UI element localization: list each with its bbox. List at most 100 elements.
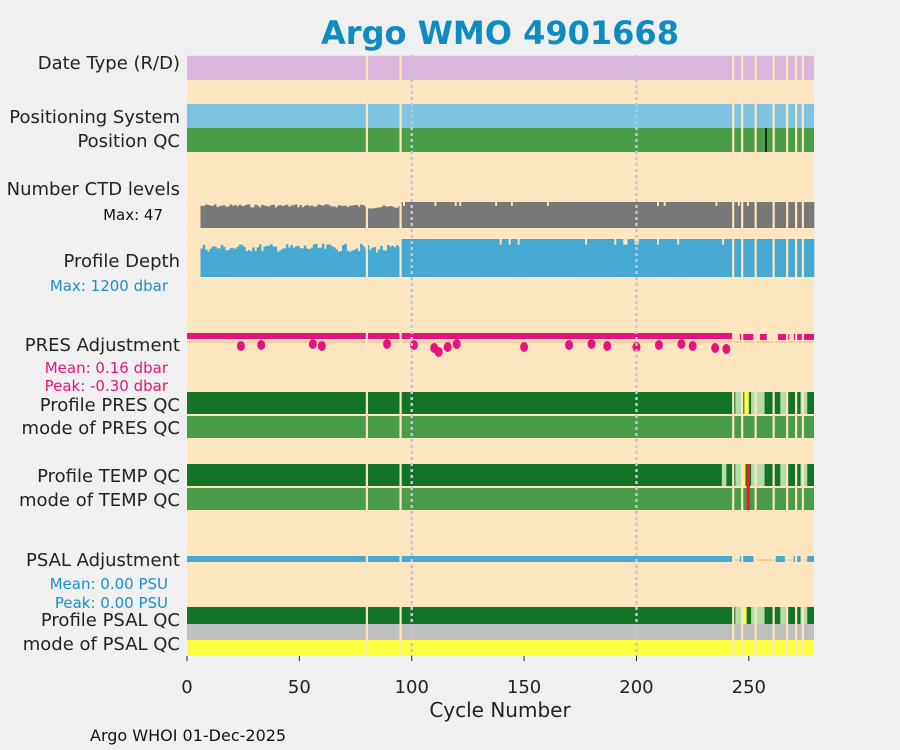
ctd-levels-bar: [283, 205, 287, 228]
profile-depth-bar: [598, 239, 601, 277]
ctd-levels-bar: [672, 202, 675, 228]
ctd-levels-bar: [382, 205, 386, 228]
pres-adjustment-mark: [520, 342, 529, 352]
ctd-levels-bar: [764, 202, 768, 228]
ctd-levels-bar: [227, 206, 230, 228]
profile-depth-bar: [811, 239, 815, 277]
ctd-levels-bar: [708, 202, 711, 228]
ctd-levels-bar: [452, 202, 455, 228]
ctd-levels-bar: [384, 206, 388, 228]
profile-depth-bar: [488, 239, 491, 277]
profile-depth-bar: [744, 239, 747, 277]
ctd-levels-bar: [658, 202, 662, 228]
ctd-levels-bar: [360, 204, 363, 228]
label-psal-adjustment: PSAL Adjustment: [26, 550, 180, 571]
ctd-levels-bar: [688, 202, 691, 228]
psal-adjustment-band: [739, 556, 754, 562]
ctd-levels-bar: [542, 202, 545, 228]
gap-line: [741, 55, 744, 656]
ctd-levels-bar: [674, 202, 678, 228]
profile-depth-bar: [274, 246, 278, 277]
ctd-levels-bar: [634, 202, 637, 228]
profile-psal-qc-flag: [780, 607, 788, 624]
ctd-levels-bar: [301, 207, 305, 228]
profile-depth-bar: [319, 247, 323, 277]
profile-depth-bar: [591, 239, 595, 277]
ctd-levels-bar: [735, 202, 738, 228]
profile-depth-bar: [553, 239, 556, 277]
ctd-levels-bar: [506, 202, 509, 228]
profile-depth-bar: [456, 239, 460, 277]
ctd-levels-bar: [728, 202, 732, 228]
profile-depth-bar: [524, 239, 527, 277]
profile-depth-bar: [411, 239, 415, 277]
label-pres-adjustment: PRES Adjustment: [25, 335, 180, 356]
ctd-levels-bar: [292, 205, 296, 228]
profile-depth-bar: [283, 248, 287, 277]
ctd-levels-bar: [544, 202, 547, 228]
ctd-levels-bar: [573, 202, 577, 228]
profile-depth-bar: [497, 239, 500, 277]
profile-depth-bar: [276, 251, 280, 277]
ctd-levels-bar: [416, 202, 419, 228]
profile-depth-bar: [490, 239, 493, 277]
ctd-levels-bar: [490, 202, 493, 228]
ctd-levels-bar: [744, 202, 747, 228]
ctd-levels-bar: [375, 207, 379, 228]
ctd-levels-bar: [640, 202, 644, 228]
pres-adjustment-mark: [632, 342, 641, 352]
profile-depth-bar: [580, 239, 583, 277]
ctd-levels-bar: [613, 202, 617, 228]
profile-depth-bar: [737, 239, 741, 277]
ctd-levels-bar: [409, 202, 413, 228]
ctd-levels-bar: [272, 204, 275, 228]
profile-depth-bar: [782, 239, 786, 277]
ctd-levels-bar: [207, 205, 210, 228]
profile-depth-bar: [216, 248, 219, 277]
gap-line: [365, 55, 368, 656]
psal-adjustment-band: [187, 556, 734, 562]
profile-depth-bar: [285, 244, 289, 277]
profile-depth-bar: [571, 239, 574, 277]
profile-depth-bar: [474, 239, 478, 277]
profile-temp-qc-flag: [721, 464, 727, 486]
profile-depth-bar: [369, 249, 372, 277]
profile-depth-bar: [207, 251, 210, 277]
ctd-levels-bar: [521, 202, 525, 228]
date-type-bar: [187, 56, 814, 80]
profile-depth-bar: [658, 239, 662, 277]
ctd-levels-bar: [618, 202, 622, 228]
ctd-levels-bar: [438, 202, 442, 228]
ctd-levels-bar: [357, 206, 361, 228]
ctd-levels-bar: [418, 202, 422, 228]
ctd-levels-bar: [443, 202, 446, 228]
ctd-levels-bar: [643, 202, 646, 228]
profile-depth-bar: [715, 239, 718, 277]
ctd-levels-bar: [607, 202, 610, 228]
profile-depth-bar: [625, 244, 628, 277]
ctd-levels-bar: [791, 202, 795, 228]
profile-depth-bar: [402, 239, 406, 277]
profile-depth-bar: [337, 251, 341, 277]
ctd-levels-bar: [685, 202, 689, 228]
ctd-levels-bar: [229, 204, 233, 228]
profile-depth-bar: [353, 249, 356, 277]
profile-depth-bar: [578, 239, 581, 277]
ctd-levels-bar: [425, 202, 428, 228]
profile-depth-bar: [769, 239, 772, 277]
profile-depth-bar: [400, 239, 404, 277]
profile-depth-bar: [200, 248, 204, 277]
profile-depth-bar: [378, 249, 381, 277]
x-tick-label: 150: [507, 677, 541, 698]
profile-depth-bar: [573, 239, 577, 277]
profile-depth-bar: [427, 239, 431, 277]
profile-depth-bar: [674, 239, 678, 277]
profile-depth-bar: [476, 239, 480, 277]
ctd-levels-bar: [344, 205, 347, 228]
ctd-levels-bar: [775, 202, 779, 228]
profile-depth-bar: [470, 239, 473, 277]
profile-depth-bar: [539, 239, 543, 277]
ctd-levels-bar: [346, 206, 350, 228]
ctd-levels-bar: [315, 206, 318, 228]
ctd-levels-bar: [492, 202, 496, 228]
